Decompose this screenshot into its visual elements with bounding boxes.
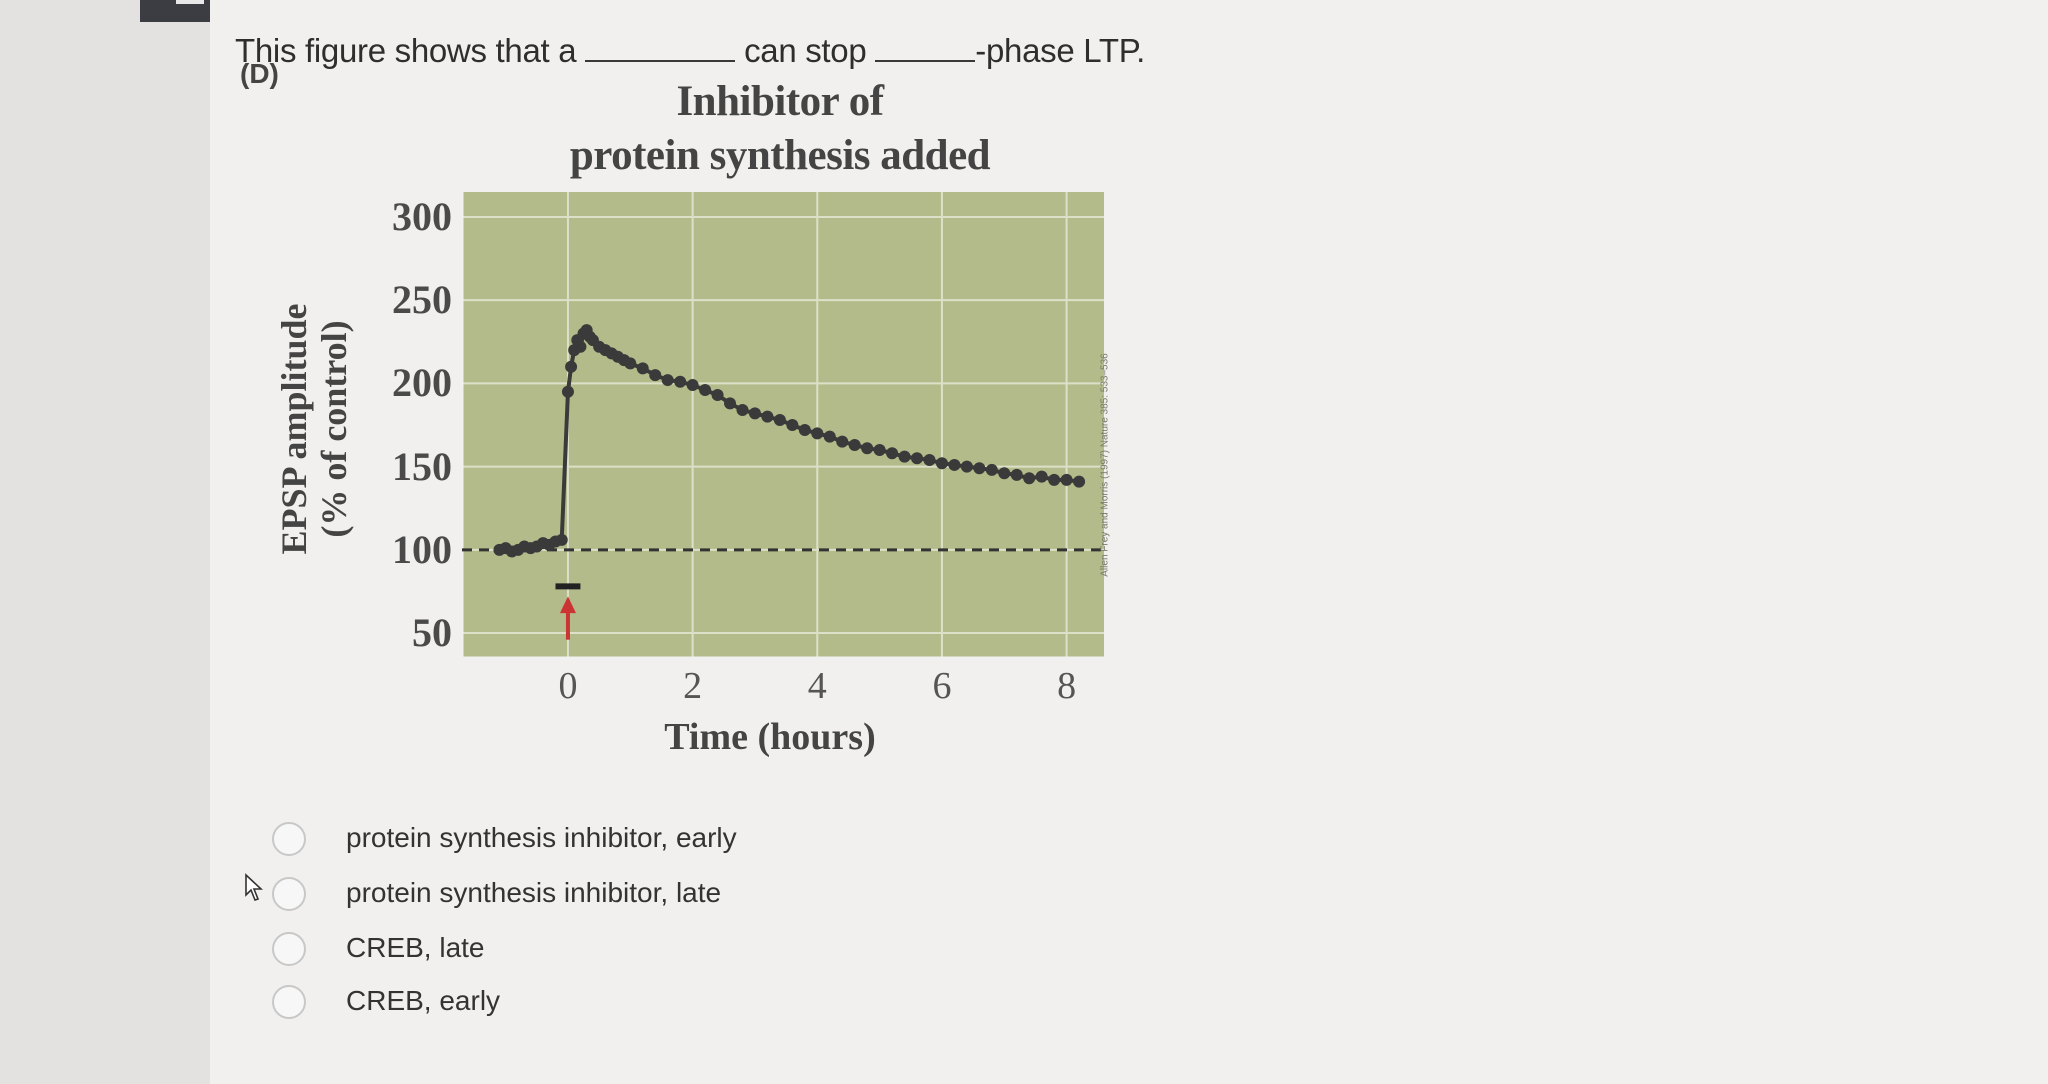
data-point-51: [948, 458, 961, 471]
x-axis-label: Time (hours): [664, 716, 876, 758]
y-tick-label-2: 200: [392, 360, 452, 406]
question-text: This figure shows that a can stop -phase…: [235, 32, 1145, 70]
blank-1: [585, 59, 736, 62]
data-point-44: [861, 442, 874, 455]
blank-2: [875, 59, 976, 62]
option-1-label: protein synthesis inhibitor, early: [346, 822, 737, 853]
data-point-48: [911, 452, 924, 465]
data-point-11: [561, 385, 574, 398]
option-1[interactable]: protein synthesis inhibitor, early: [268, 820, 868, 860]
question-part2: can stop: [744, 32, 867, 69]
data-point-54: [985, 463, 998, 476]
data-point-39: [798, 423, 811, 436]
x-tick-label-3: 6: [932, 665, 952, 707]
mouse-cursor-icon: [245, 873, 264, 901]
stimulus-arrow-head: [559, 596, 576, 614]
question-part3: -phase LTP.: [975, 32, 1146, 69]
y-tick-label-5: 50: [412, 610, 452, 656]
x-tick-label-4: 8: [1057, 665, 1077, 707]
data-point-12: [565, 360, 578, 373]
option-1-radio[interactable]: [272, 822, 306, 856]
data-point-42: [836, 435, 849, 448]
figure-title: Inhibitor of protein synthesis added: [530, 75, 1030, 183]
x-tick-label-0: 0: [558, 665, 578, 707]
data-point-59: [1048, 473, 1061, 486]
part-label: (D): [240, 58, 279, 89]
epsp-chart: [462, 192, 1104, 658]
left-margin: [0, 0, 210, 1084]
chart-svg: [462, 192, 1104, 658]
data-point-38: [786, 419, 799, 431]
data-point-57: [1023, 472, 1036, 485]
data-point-30: [686, 379, 699, 392]
data-point-53: [973, 462, 986, 475]
data-point-29: [674, 375, 687, 388]
data-point-40: [811, 427, 824, 440]
data-point-35: [748, 407, 761, 420]
data-point-32: [711, 389, 724, 402]
data-point-28: [661, 374, 674, 387]
data-point-31: [699, 384, 712, 397]
option-2-label: protein synthesis inhibitor, late: [346, 877, 722, 908]
y-axis-label: EPSP amplitude (% of control): [264, 274, 364, 584]
data-point-49: [923, 453, 936, 466]
y-axis-label-line2: (% of control): [314, 320, 354, 538]
y-tick-label-0: 300: [392, 193, 452, 239]
data-point-46: [886, 447, 899, 460]
y-tick-label-1: 250: [392, 277, 452, 323]
data-point-26: [636, 362, 649, 375]
data-point-34: [736, 404, 749, 417]
data-point-45: [873, 443, 886, 456]
x-tick-label-2: 4: [807, 665, 827, 707]
tab-mark: [176, 0, 204, 4]
data-point-55: [998, 467, 1011, 480]
data-point-37: [773, 414, 786, 427]
x-tick-label-1: 2: [683, 665, 703, 707]
data-point-27: [649, 369, 662, 382]
data-point-41: [823, 430, 836, 443]
figure-title-line1: Inhibitor of: [676, 78, 884, 125]
data-point-47: [898, 450, 911, 463]
figure-credit-text: Allen Frey and Morris (1997) Nature 385:…: [1099, 353, 1111, 577]
figure-title-line2: protein synthesis added: [569, 132, 991, 179]
data-point-60: [1060, 473, 1073, 486]
data-point-33: [724, 397, 737, 410]
data-point-61: [1073, 475, 1086, 488]
data-point-58: [1035, 470, 1048, 483]
question-part1: This figure shows that a: [235, 32, 577, 69]
option-3[interactable]: CREB, late: [268, 930, 868, 970]
y-axis-label-line1: EPSP amplitude: [274, 303, 314, 555]
option-2[interactable]: protein synthesis inhibitor, late: [268, 875, 868, 915]
data-point-10: [555, 533, 568, 546]
data-point-52: [960, 460, 973, 473]
option-2-radio[interactable]: [272, 877, 306, 911]
option-3-radio[interactable]: [272, 932, 306, 966]
data-point-15: [574, 340, 587, 353]
y-tick-label-3: 150: [392, 443, 452, 489]
y-tick-label-4: 100: [392, 526, 452, 572]
option-4-radio[interactable]: [272, 985, 306, 1019]
data-point-50: [935, 457, 948, 470]
figure-credit: Allen Frey and Morris (1997) Nature 385:…: [1090, 280, 1120, 650]
data-point-25: [624, 357, 637, 370]
data-point-43: [848, 438, 861, 451]
data-point-36: [761, 410, 774, 423]
option-4-label: CREB, early: [346, 985, 501, 1016]
option-3-label: CREB, late: [346, 932, 485, 963]
option-4[interactable]: CREB, early: [268, 983, 868, 1023]
data-point-56: [1010, 468, 1023, 481]
